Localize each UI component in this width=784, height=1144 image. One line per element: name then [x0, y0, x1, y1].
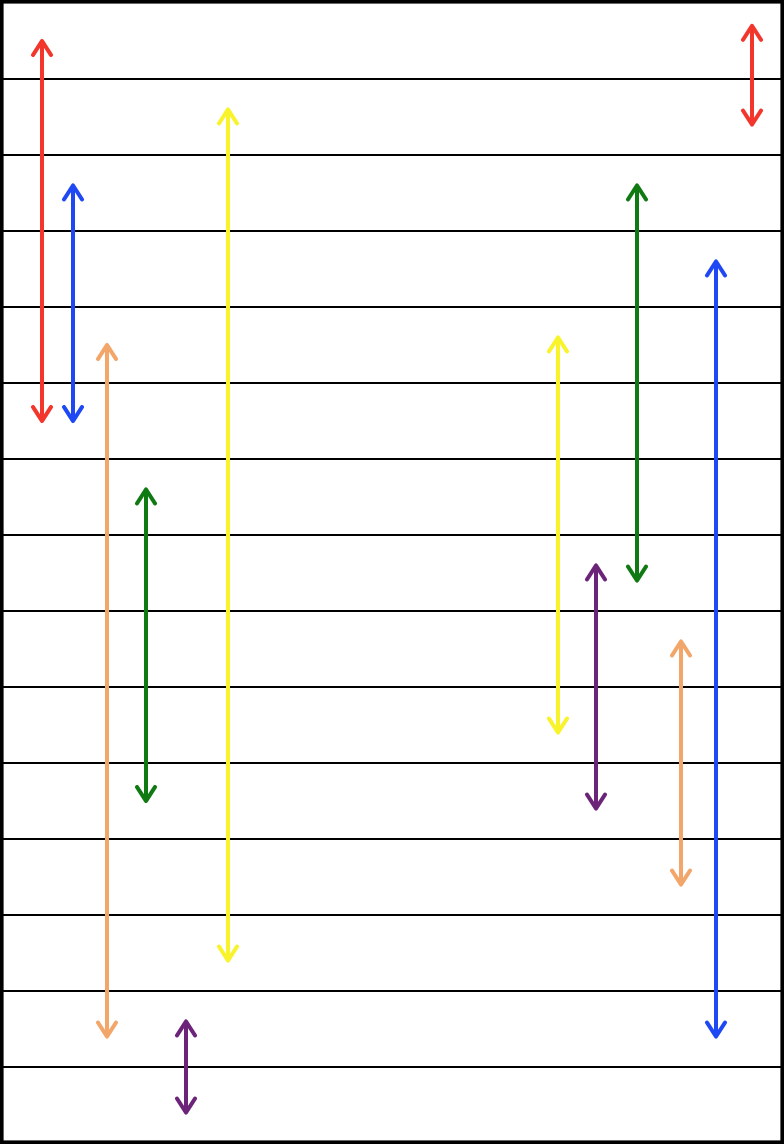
arrow-head-up — [96, 343, 118, 361]
arrow-head-down — [62, 405, 84, 423]
yellow-arrow-right — [547, 335, 569, 735]
arrow-head-up — [585, 563, 607, 582]
green-arrow-left — [135, 487, 157, 803]
arrow-head-up — [741, 23, 763, 42]
arrow-head-up — [217, 107, 239, 126]
arrow-head-down — [31, 405, 53, 423]
arrow-head-down — [135, 785, 157, 803]
blue-arrow-right — [705, 259, 727, 1039]
green-arrow-right — [626, 183, 648, 583]
arrow-head-down — [547, 716, 569, 735]
arrow-head-up — [31, 39, 53, 57]
red-arrow-right — [741, 23, 763, 127]
arrow-head-down — [705, 1020, 727, 1039]
purple-arrow-left — [175, 1019, 197, 1115]
blue-arrow-left — [62, 183, 84, 423]
arrow-head-up — [135, 487, 157, 506]
arrow-head-down — [175, 1096, 197, 1115]
arrow-head-down — [741, 108, 763, 127]
purple-arrow-right — [585, 563, 607, 811]
arrow-head-up — [626, 183, 648, 202]
arrow-head-down — [585, 792, 607, 811]
arrow-head-up — [705, 259, 727, 278]
arrow-head-down — [670, 868, 692, 887]
yellow-arrow-left — [217, 107, 239, 963]
arrow-head-up — [670, 639, 692, 658]
orange-arrow-right — [670, 639, 692, 887]
orange-arrow-left — [96, 343, 118, 1039]
arrow-head-up — [547, 335, 569, 354]
arrow-head-up — [62, 183, 84, 202]
arrow-head-down — [96, 1020, 118, 1039]
arrow-head-down — [626, 564, 648, 583]
arrow-head-down — [217, 944, 239, 963]
arrow-head-up — [175, 1019, 197, 1038]
red-arrow-left — [31, 39, 53, 423]
